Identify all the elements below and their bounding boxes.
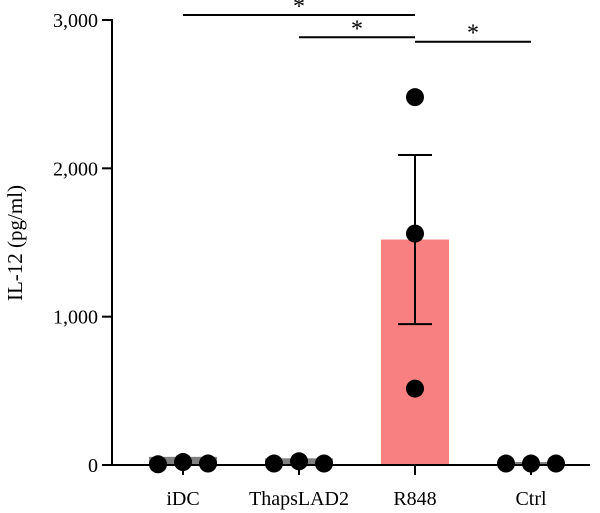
y-tick-label-1: 1,000: [53, 307, 98, 329]
y-tick-label-0: 0: [88, 455, 98, 477]
point-2-1: [406, 224, 424, 243]
y-axis-title: IL-12 (pg/ml): [3, 185, 27, 301]
significance-star-2: *: [467, 21, 479, 47]
point-1-2: [315, 454, 333, 473]
point-2-0: [406, 88, 424, 107]
y-tick-label-2: 2,000: [53, 158, 98, 180]
point-1-0: [265, 454, 283, 473]
point-3-0: [497, 454, 515, 473]
point-0-2: [199, 454, 217, 473]
x-tick-label-3: Ctrl: [515, 488, 547, 510]
y-tick-label-3: 3,000: [53, 10, 98, 32]
x-tick-label-1: ThapsLAD2: [249, 488, 349, 510]
point-3-1: [522, 454, 540, 473]
point-3-2: [547, 454, 565, 473]
x-tick-label-2: R848: [393, 488, 436, 510]
x-tick-label-0: iDC: [166, 488, 199, 510]
significance-star-0: *: [293, 0, 305, 20]
significance-star-1: *: [351, 16, 363, 42]
point-0-1: [174, 453, 192, 472]
point-2-2: [406, 379, 424, 398]
